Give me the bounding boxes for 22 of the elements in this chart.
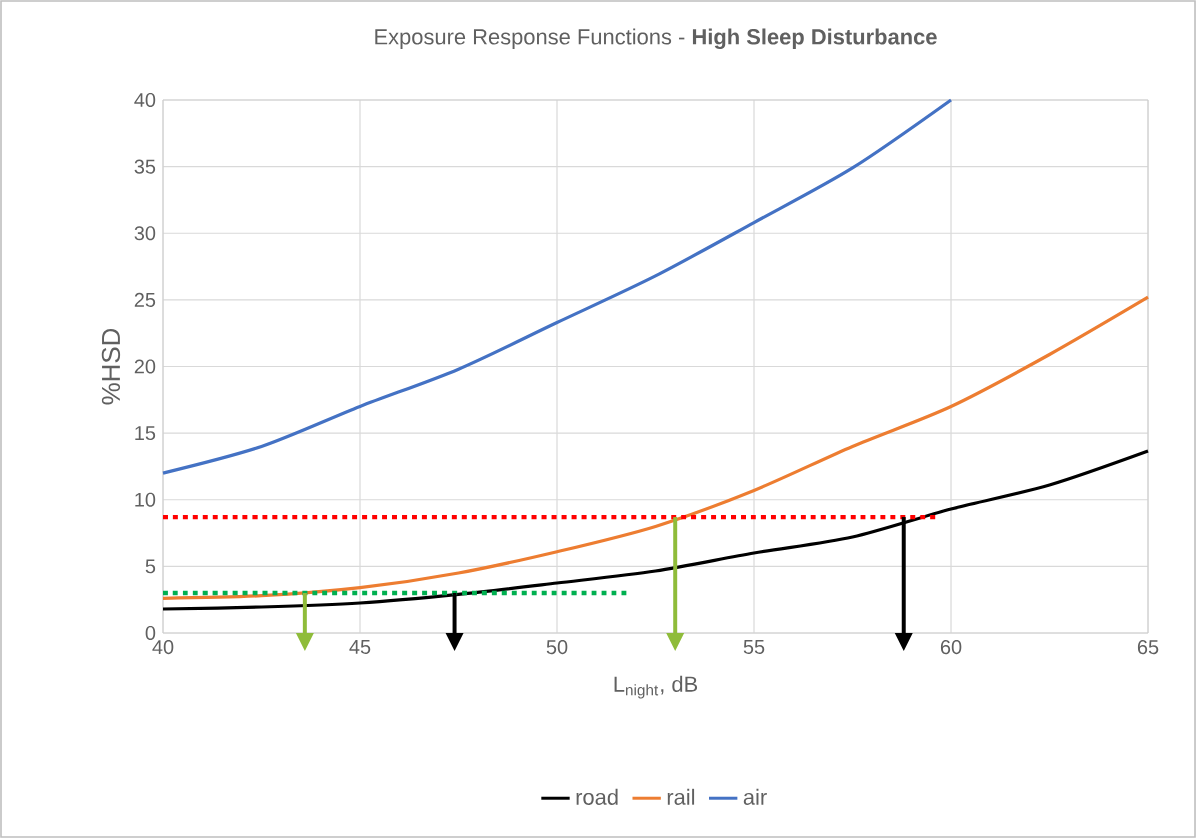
x-tick-label: 60 (940, 640, 962, 655)
y-tick-label: 35 (134, 159, 156, 174)
y-tick-label: 15 (135, 426, 156, 441)
y-tick-label: 40 (134, 92, 156, 108)
x-tick-label: 65 (1137, 640, 1159, 655)
line-series (161, 295, 1150, 600)
y-tick-label: 30 (134, 226, 156, 241)
y-tick-label: 10 (135, 492, 156, 507)
x-axis-title: L$_{night}$, dB (614, 675, 698, 699)
x-tick-label: 45 (349, 640, 371, 654)
y-tick-label: 25 (134, 292, 156, 307)
legend-label: road (576, 788, 618, 805)
legend-label: air (743, 788, 767, 805)
y-tick-label: 5 (145, 559, 156, 574)
legend-label: rail (667, 788, 695, 805)
x-tick-label: 55 (743, 640, 765, 654)
y-axis-title: %HSD (101, 328, 121, 405)
y-tick-label: 0 (145, 625, 156, 641)
line-series (161, 98, 953, 475)
chart-title: Exposure Response Functions - High Sleep Disturbance (375, 28, 937, 50)
y-tick-label: 20 (134, 359, 156, 374)
x-tick-label: 50 (546, 640, 568, 655)
